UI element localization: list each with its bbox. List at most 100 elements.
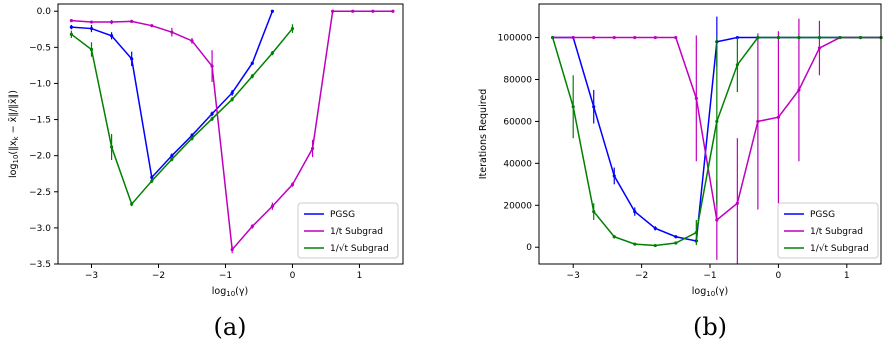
chart-b-y-tick-label: 100000 — [498, 34, 533, 44]
chart-a-data-point — [69, 32, 73, 36]
chart-b-data-point — [817, 35, 822, 40]
chart-b-data-point — [838, 35, 842, 40]
chart-b-data-point — [756, 119, 760, 124]
chart-a-legend-label: 1/t Subgrad — [330, 227, 383, 237]
chart-b-data-point — [571, 105, 575, 109]
chart-a-x-tick-label: 0 — [290, 271, 296, 281]
chart-b-data-point — [756, 35, 760, 40]
chart-a-y-tick-label: −2.0 — [29, 152, 51, 162]
chart-a-series-2 — [69, 24, 295, 207]
chart-a-y-tick-label: 0.0 — [37, 7, 52, 17]
chart-a-data-point — [250, 74, 254, 78]
chart-a-data-point — [170, 154, 174, 158]
chart-a-data-point — [391, 9, 395, 13]
chart-a-series-line — [70, 28, 294, 206]
chart-a-data-point — [270, 204, 274, 208]
chart-a-data-point — [210, 64, 214, 68]
chart-a-x-tick-label: −3 — [85, 271, 98, 281]
chart-a-data-point — [250, 61, 254, 65]
chart-a-data-point — [230, 97, 234, 101]
chart-b-data-point — [592, 209, 596, 214]
chart-a-legend-label: 1/√t Subgrad — [330, 243, 389, 254]
chart-b-legend-label: 1/√t Subgrad — [810, 243, 869, 254]
chart-b-ticks: −3 −2 −1 0 1 0 20000 40000 60000 80000 100000 — [498, 34, 850, 281]
chart-b-data-point — [592, 105, 596, 109]
chart-a-frame — [57, 3, 404, 265]
chart-a-series-1 — [69, 9, 395, 254]
chart-a-y-tick-label: −0.5 — [29, 43, 51, 53]
chart-b-series-2 — [551, 35, 883, 248]
chart-a-y-tick-label: −1.5 — [29, 116, 51, 126]
chart-a-data-point — [230, 91, 234, 95]
chart-a-legend-box — [297, 202, 399, 259]
chart-a-data-point — [351, 9, 355, 13]
chart-a-data-point — [109, 20, 114, 24]
chart-b-data-point — [633, 209, 637, 214]
chart-b-legend: PGSG 1/t Subgrad 1/√t Subgrad — [777, 202, 879, 259]
chart-b-legend-box — [777, 202, 879, 259]
chart-a-x-tick-label: 1 — [357, 271, 363, 281]
chart-b-data-point — [674, 241, 678, 245]
chart-b-data-point — [735, 63, 739, 67]
chart-b-y-tick-label: 40000 — [503, 159, 532, 169]
chart-a-series — [69, 9, 395, 254]
chart-b-x-tick-label: −3 — [567, 271, 580, 281]
chart-a-data-point — [331, 9, 335, 13]
chart-a-x-axis-label: log10(γ) — [212, 286, 248, 298]
chart-a-data-point — [109, 145, 114, 149]
chart-panel-a: −3 −2 −1 0 10.0−0.5−1.0−1.5−2.0−2.5−3.0−3.5 … — [8, 3, 404, 341]
chart-a-data-point — [190, 136, 194, 140]
chart-b-y-axis-label: Iterations Required — [478, 89, 489, 180]
chart-b-data-point — [715, 119, 719, 124]
chart-b-x-axis-label: log10(γ) — [692, 286, 728, 298]
chart-b-x-tick-label: 1 — [844, 271, 850, 281]
chart-a-y-tick-label: −3.0 — [29, 224, 51, 234]
chart-a-data-point — [130, 57, 134, 61]
chart-a-data-point — [270, 9, 274, 13]
chart-b-data-point — [653, 35, 657, 40]
chart-a-y-tick-label: −1.0 — [29, 79, 51, 89]
chart-a-panel-label: (a) — [213, 313, 246, 341]
chart-b-data-point — [694, 96, 698, 100]
chart-b-data-point — [776, 35, 781, 40]
chart-b-data-point — [551, 35, 555, 40]
chart-a-data-point — [190, 39, 194, 43]
chart-a-data-point — [69, 25, 73, 29]
chart-b-y-tick-label: 60000 — [503, 117, 532, 127]
chart-a-data-point — [270, 51, 274, 55]
chart-a-data-point — [290, 182, 295, 187]
chart-b-data-point — [612, 235, 616, 239]
chart-b-data-point — [612, 35, 616, 40]
chart-a-data-point — [109, 34, 114, 38]
chart-b-y-tick-label: 0 — [526, 243, 532, 253]
chart-b-data-point — [694, 230, 698, 235]
chart-b-series — [551, 16, 883, 264]
chart-b-data-point — [612, 174, 616, 178]
chart-b-panel-label: (b) — [693, 313, 727, 341]
chart-a-data-point — [230, 247, 234, 252]
chart-b-data-point — [674, 235, 678, 239]
chart-b-data-point — [653, 226, 657, 230]
chart-b-data-point — [797, 35, 801, 40]
chart-a-data-point — [371, 9, 375, 13]
chart-b-y-tick-label: 20000 — [503, 201, 532, 211]
chart-b-data-point — [653, 243, 657, 248]
chart-b-y-tick-label: 80000 — [503, 75, 532, 85]
chart-b-x-tick-label: 0 — [776, 271, 782, 281]
chart-b-data-point — [633, 35, 637, 40]
chart-a-data-point — [290, 26, 295, 31]
chart-b-legend-label: 1/t Subgrad — [810, 227, 863, 237]
chart-a-x-tick-label: −1 — [219, 271, 232, 281]
chart-b-data-point — [858, 35, 863, 40]
chart-a-data-point — [89, 26, 94, 31]
chart-a-data-point — [150, 24, 154, 28]
chart-a-data-point — [170, 157, 174, 161]
chart-b-data-point — [776, 115, 781, 119]
chart-b-data-point — [674, 35, 678, 40]
chart-b-x-tick-label: −2 — [635, 271, 648, 281]
chart-a-data-point — [190, 133, 194, 138]
chart-b-data-point — [592, 35, 596, 40]
chart-a-data-point — [210, 112, 214, 116]
chart-panel-b: −3 −2 −1 0 1 0 20000 40000 60000 80000 100000 log1… — [478, 3, 883, 341]
chart-a-data-point — [250, 224, 254, 229]
